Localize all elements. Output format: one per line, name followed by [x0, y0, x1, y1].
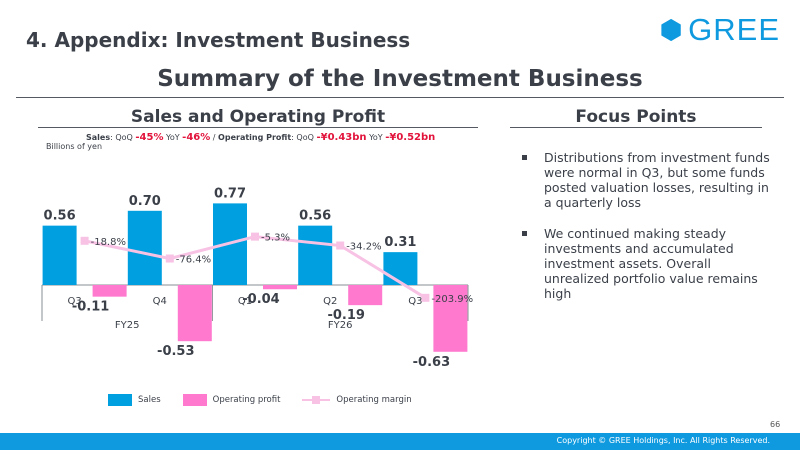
operating-margin-marker — [336, 241, 345, 250]
growth-sales-yoy-label: YoY — [163, 133, 183, 142]
slide-title: Summary of the Investment Business — [157, 66, 643, 92]
x-tick-label: Q3 — [67, 296, 81, 307]
sales-value-label: 0.70 — [129, 194, 161, 209]
operating-profit-value-label: -0.53 — [157, 344, 194, 359]
page-number: 66 — [770, 420, 781, 429]
focus-point-text: We continued making steady investments a… — [544, 226, 758, 301]
sales-bar — [298, 225, 333, 285]
x-tick-label: Q1 — [238, 296, 252, 307]
operating-profit-value-label: -0.04 — [242, 292, 279, 307]
operating-profit-value-label: -0.11 — [72, 300, 109, 315]
sales-value-label: 0.77 — [214, 186, 246, 201]
gree-hexagon-icon — [661, 18, 681, 42]
operating-profit-bar — [177, 285, 212, 342]
operating-margin-marker — [165, 254, 174, 263]
operating-profit-value-label: -0.19 — [327, 308, 364, 323]
operating-profit-bar — [92, 285, 127, 297]
unit-label: Billions of yen — [46, 142, 103, 151]
chart-legend: Sales Operating profit Operating margin — [108, 394, 434, 406]
operating-margin-label: -18.8% — [91, 237, 126, 248]
copyright-text: Copyright © GREE Holdings, Inc. All Righ… — [556, 436, 770, 445]
bullet-square-icon — [522, 231, 527, 236]
operating-profit-bar — [433, 285, 468, 352]
focus-point: We continued making steady investments a… — [522, 226, 774, 301]
growth-op-label: Operating Profit — [218, 133, 292, 142]
legend-item-operating-profit: Operating profit — [182, 394, 281, 406]
growth-summary: Sales: QoQ -45% YoY -46% / Operating Pro… — [86, 132, 435, 143]
focus-heading-rule — [510, 127, 762, 128]
operating-margin-label: -76.4% — [176, 255, 211, 266]
sales-bar — [42, 225, 77, 285]
operating-margin-marker — [421, 293, 430, 302]
operating-profit-bar — [263, 285, 297, 290]
legend-label-operating-profit: Operating profit — [212, 395, 281, 405]
sales-value-label: 0.31 — [384, 235, 416, 250]
legend-label-operating-margin: Operating margin — [336, 395, 412, 405]
growth-op-sep: : QoQ — [291, 133, 317, 142]
operating-margin-marker — [251, 232, 259, 241]
operating-margin-label: -5.3% — [261, 233, 290, 244]
legend-item-operating-margin: Operating margin — [302, 394, 412, 406]
legend-swatch-sales — [108, 394, 132, 406]
sales-bar — [127, 210, 162, 285]
operating-margin-marker — [80, 236, 89, 245]
growth-divider: / — [210, 133, 219, 142]
gree-logo: GREE — [660, 12, 780, 48]
operating-margin-label: -203.9% — [431, 294, 473, 305]
fiscal-year-label: FY26 — [328, 320, 353, 331]
legend-swatch-operating-margin — [302, 394, 331, 406]
growth-op-qoq: -¥0.43bn — [316, 132, 367, 143]
growth-sales-sep: : QoQ — [110, 133, 136, 142]
x-tick-label: Q3 — [408, 296, 422, 307]
operating-margin-label: -34.2% — [346, 242, 381, 253]
focus-point-text: Distributions from investment funds were… — [544, 150, 770, 210]
title-divider — [16, 97, 784, 98]
fiscal-year-label: FY25 — [115, 320, 140, 331]
x-tick-label: Q2 — [323, 296, 337, 307]
legend-label-sales: Sales — [138, 395, 161, 405]
growth-sales-qoq: -45% — [135, 132, 164, 143]
bullet-square-icon — [522, 155, 527, 160]
growth-sales-yoy: -46% — [182, 132, 211, 143]
operating-profit-bar — [348, 285, 383, 306]
growth-op-yoy-label: YoY — [366, 133, 386, 142]
footer-bar: Copyright © GREE Holdings, Inc. All Righ… — [0, 433, 800, 450]
growth-op-yoy: -¥0.52bn — [385, 132, 436, 143]
operating-profit-value-label: -0.63 — [413, 355, 450, 370]
legend-item-sales: Sales — [108, 394, 161, 406]
sales-bar — [383, 252, 418, 285]
growth-sales-label: Sales — [86, 133, 111, 142]
chart-heading: Sales and Operating Profit — [130, 107, 386, 127]
sales-value-label: 0.56 — [299, 209, 331, 224]
section-title: 4. Appendix: Investment Business — [26, 28, 411, 52]
sales-value-label: 0.56 — [44, 209, 76, 224]
legend-swatch-operating-profit — [182, 394, 207, 406]
focus-points-list: Distributions from investment funds were… — [522, 150, 774, 317]
x-tick-label: Q4 — [153, 296, 167, 307]
focus-point: Distributions from investment funds were… — [522, 150, 774, 210]
focus-heading: Focus Points — [575, 107, 697, 127]
logo-text: GREE — [688, 12, 780, 47]
chart-heading-rule — [38, 127, 478, 128]
